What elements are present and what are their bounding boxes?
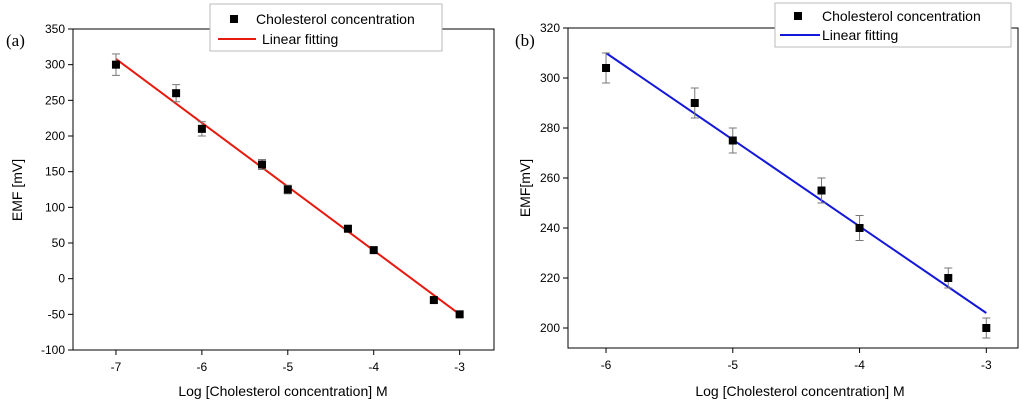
y-tick-label-b-2: 240	[540, 221, 560, 235]
fit-line-b	[605, 52, 987, 314]
data-point-a-1	[172, 89, 181, 98]
data-point-b-6	[982, 324, 991, 332]
y-tick-label-a-6: 200	[45, 129, 65, 143]
legend-a: Cholesterol concentration Linear fitting	[209, 3, 443, 52]
legend-label-line-a: Linear fitting	[262, 31, 338, 47]
y-tick-label-a-1: -50	[48, 307, 66, 321]
x-axis-label-a: Log [Cholesterol concentration] M	[178, 383, 387, 399]
x-axis-label-b: Log [Cholesterol concentration] M	[695, 383, 904, 399]
y-tick-label-b-5: 300	[540, 71, 560, 85]
y-tick-label-a-3: 50	[52, 236, 66, 250]
x-tick-label-a-4: -3	[454, 360, 465, 374]
y-tick-label-a-8: 300	[45, 58, 65, 72]
data-point-a-4	[283, 185, 292, 194]
legend-marker-points-a	[230, 15, 238, 23]
x-tick-label-a-3: -4	[368, 360, 379, 374]
legend-box-b	[774, 2, 1012, 48]
x-tick-label-b-2: -4	[854, 358, 865, 372]
panel-label-b: (b)	[515, 31, 535, 50]
y-tick-label-a-0: -100	[41, 343, 65, 357]
y-tick-label-a-5: 150	[45, 165, 65, 179]
y-tick-label-a-2: 0	[58, 272, 65, 286]
legend-label-points-a: Cholesterol concentration	[256, 11, 415, 27]
data-point-a-3	[258, 160, 267, 169]
y-tick-label-b-3: 260	[540, 171, 560, 185]
data-point-a-2	[197, 124, 206, 133]
legend-b: Cholesterol concentration Linear fitting	[774, 2, 1012, 48]
data-point-b-0	[602, 64, 611, 72]
data-point-a-6	[369, 246, 378, 255]
y-tick-label-b-1: 220	[540, 271, 560, 285]
y-tick-label-a-4: 100	[45, 200, 65, 214]
y-tick-label-b-6: 320	[540, 21, 560, 35]
panel-label-a: (a)	[6, 31, 25, 50]
data-point-a-0	[111, 60, 120, 69]
x-tick-label-a-2: -5	[282, 360, 293, 374]
y-tick-label-b-4: 280	[540, 121, 560, 135]
y-axis-label-a: EMF [mV]	[9, 159, 25, 221]
x-tick-label-a-1: -6	[197, 360, 208, 374]
legend-box-a	[209, 3, 443, 52]
chart-panel-b: (b) -6 -5 -4 -3 200 220 240 260 280 300 320 Log [C…	[515, 2, 1019, 399]
x-tick-label-b-3: -3	[981, 358, 992, 372]
legend-marker-points-b	[794, 12, 802, 20]
data-point-b-5	[944, 274, 953, 282]
y-tick-label-b-0: 200	[540, 321, 560, 335]
y-axis-label-b: EMF[mV]	[517, 159, 533, 217]
x-tick-label-b-1: -5	[727, 358, 738, 372]
legend-label-points-b: Cholesterol concentration	[822, 8, 981, 24]
plot-area-b	[567, 27, 1019, 349]
data-point-a-8	[455, 310, 464, 319]
legend-label-line-b: Linear fitting	[822, 27, 898, 43]
data-point-b-1	[690, 99, 699, 107]
data-point-a-5	[343, 224, 352, 233]
x-tick-label-a-0: -7	[111, 360, 122, 374]
x-tick-label-b-0: -6	[601, 358, 612, 372]
y-tick-label-a-7: 250	[45, 93, 65, 107]
data-point-b-4	[855, 224, 864, 232]
data-point-b-3	[817, 186, 826, 195]
chart-panel-a: (a) -7 -6 -5 -4 -3 -100 -50 0 50 100 150 200 250 300 3…	[6, 3, 495, 399]
y-tick-label-a-9: 350	[45, 22, 65, 36]
data-point-a-7	[429, 296, 438, 305]
data-point-b-2	[728, 136, 737, 145]
